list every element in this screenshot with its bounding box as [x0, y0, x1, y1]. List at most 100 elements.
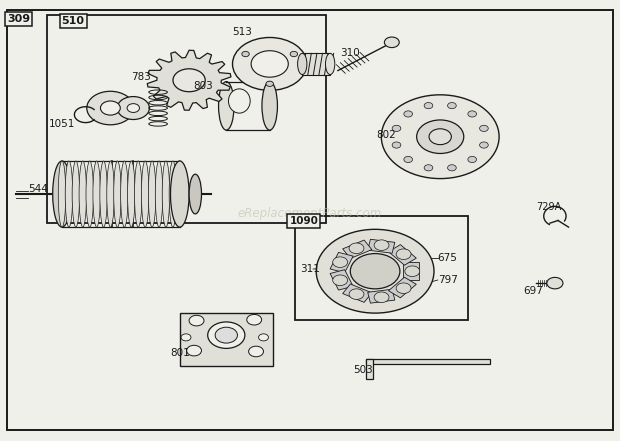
Ellipse shape	[128, 161, 135, 227]
Circle shape	[266, 81, 273, 86]
Ellipse shape	[113, 161, 121, 227]
Circle shape	[333, 257, 348, 267]
Text: 544: 544	[29, 184, 48, 194]
Circle shape	[480, 142, 489, 148]
Circle shape	[381, 95, 499, 179]
Circle shape	[117, 97, 149, 120]
Circle shape	[404, 111, 412, 117]
Circle shape	[181, 334, 191, 341]
Circle shape	[404, 157, 412, 163]
Bar	[46, 15, 326, 223]
Circle shape	[232, 37, 307, 90]
Polygon shape	[368, 239, 395, 253]
Ellipse shape	[228, 89, 250, 113]
Ellipse shape	[262, 82, 278, 130]
Ellipse shape	[141, 161, 149, 227]
Polygon shape	[343, 240, 372, 258]
Text: 310: 310	[340, 48, 360, 58]
Circle shape	[424, 165, 433, 171]
Text: 1051: 1051	[49, 120, 75, 129]
Circle shape	[249, 346, 264, 357]
Polygon shape	[366, 359, 490, 364]
Circle shape	[396, 283, 411, 294]
Circle shape	[316, 229, 434, 313]
Text: eReplacementParts.com: eReplacementParts.com	[238, 207, 382, 220]
Text: 803: 803	[193, 82, 213, 91]
Ellipse shape	[72, 161, 79, 227]
Circle shape	[290, 52, 298, 57]
Ellipse shape	[189, 174, 202, 214]
Text: 309: 309	[7, 14, 30, 23]
Polygon shape	[147, 50, 231, 110]
Circle shape	[333, 275, 348, 286]
Ellipse shape	[58, 161, 66, 227]
Circle shape	[127, 104, 140, 112]
Bar	[180, 313, 273, 366]
Circle shape	[173, 69, 205, 92]
Bar	[303, 53, 330, 75]
Ellipse shape	[93, 161, 100, 227]
Circle shape	[189, 315, 204, 326]
Circle shape	[187, 345, 202, 356]
Text: 311: 311	[300, 264, 320, 274]
Circle shape	[87, 91, 134, 125]
Polygon shape	[330, 252, 353, 273]
Ellipse shape	[100, 161, 107, 227]
Circle shape	[417, 120, 464, 153]
Circle shape	[374, 240, 389, 250]
Circle shape	[100, 101, 120, 115]
Ellipse shape	[148, 161, 156, 227]
Circle shape	[349, 289, 364, 299]
Text: 675: 675	[438, 253, 458, 263]
Circle shape	[448, 102, 456, 108]
Circle shape	[259, 334, 268, 341]
Polygon shape	[403, 262, 418, 280]
Ellipse shape	[53, 161, 71, 227]
Text: 510: 510	[61, 16, 85, 26]
Circle shape	[480, 125, 489, 131]
Ellipse shape	[121, 161, 128, 227]
Circle shape	[468, 157, 477, 163]
Polygon shape	[366, 359, 373, 379]
Text: 783: 783	[131, 72, 151, 82]
Circle shape	[349, 243, 364, 254]
Circle shape	[392, 142, 401, 148]
Polygon shape	[330, 270, 353, 290]
Text: 729A: 729A	[536, 202, 562, 212]
Ellipse shape	[298, 53, 307, 75]
Ellipse shape	[135, 161, 142, 227]
Circle shape	[405, 266, 420, 277]
Circle shape	[384, 37, 399, 48]
Circle shape	[547, 277, 563, 289]
Circle shape	[468, 111, 477, 117]
Circle shape	[448, 165, 456, 171]
Text: 802: 802	[376, 130, 396, 139]
Text: 503: 503	[353, 365, 373, 374]
Ellipse shape	[65, 161, 73, 227]
Text: 801: 801	[170, 348, 190, 358]
Polygon shape	[389, 277, 416, 298]
Ellipse shape	[170, 161, 189, 227]
Ellipse shape	[86, 161, 94, 227]
Text: 697: 697	[523, 286, 543, 296]
Circle shape	[215, 327, 237, 343]
Circle shape	[242, 52, 249, 57]
Circle shape	[429, 129, 451, 145]
Polygon shape	[368, 289, 395, 303]
Circle shape	[396, 249, 411, 259]
Circle shape	[247, 314, 262, 325]
Circle shape	[392, 125, 401, 131]
Circle shape	[251, 51, 288, 77]
Ellipse shape	[169, 161, 177, 227]
Ellipse shape	[79, 161, 87, 227]
Bar	[294, 216, 468, 320]
Ellipse shape	[326, 53, 335, 75]
Ellipse shape	[176, 161, 184, 227]
Text: 797: 797	[438, 275, 458, 285]
Text: 1090: 1090	[290, 216, 318, 226]
Circle shape	[424, 102, 433, 108]
Text: 513: 513	[232, 27, 252, 37]
Ellipse shape	[218, 82, 234, 130]
Circle shape	[374, 292, 389, 303]
Polygon shape	[389, 245, 416, 265]
